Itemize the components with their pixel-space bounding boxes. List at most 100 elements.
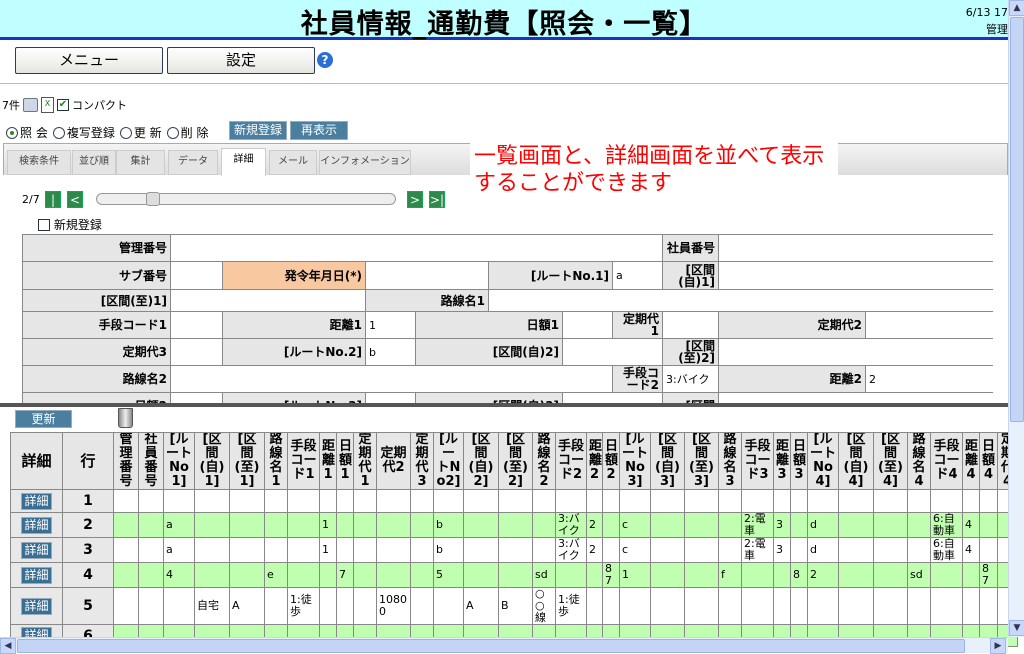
- menu-button[interactable]: メニュー: [15, 47, 163, 74]
- form-value[interactable]: b: [365, 338, 416, 366]
- redisplay-button[interactable]: 再表示: [290, 121, 348, 140]
- vertical-scrollbar[interactable]: ▲ ▼: [1008, 0, 1024, 637]
- tab-0[interactable]: 検索条件: [7, 150, 71, 175]
- column-header[interactable]: 距離3: [773, 432, 791, 490]
- compact-checkbox[interactable]: ✔: [57, 99, 69, 111]
- column-header[interactable]: [区間(自)4]: [838, 432, 874, 490]
- tab-3[interactable]: データ: [168, 150, 218, 175]
- form-value[interactable]: [718, 338, 993, 366]
- horizontal-scroll-thumb[interactable]: [17, 639, 965, 653]
- column-header[interactable]: [区間(至)3]: [684, 432, 719, 490]
- form-value[interactable]: [718, 234, 993, 262]
- column-header[interactable]: 日額3: [790, 432, 808, 490]
- column-header[interactable]: 手段コード4: [930, 432, 963, 490]
- tab-6[interactable]: インフォメーション: [319, 150, 411, 175]
- scroll-down-icon[interactable]: ▼: [1009, 620, 1024, 636]
- row-detail-button[interactable]: 詳細: [21, 516, 52, 534]
- column-header[interactable]: [ルートNo4]: [807, 432, 839, 490]
- column-header[interactable]: 手段コード1: [287, 432, 320, 490]
- mode-radio-0[interactable]: 照 会: [6, 124, 48, 141]
- radio-button[interactable]: [52, 127, 65, 139]
- row-detail-button[interactable]: 詳細: [21, 566, 52, 584]
- form-value[interactable]: 1: [365, 311, 416, 339]
- form-value[interactable]: 2: [865, 365, 993, 393]
- print-icon[interactable]: [23, 98, 38, 112]
- column-header[interactable]: [区間(自)1]: [194, 432, 230, 490]
- scroll-up-icon[interactable]: ▲: [1009, 0, 1024, 16]
- form-value[interactable]: [718, 261, 993, 290]
- column-header[interactable]: 距離1: [319, 432, 337, 490]
- mode-radio-1[interactable]: 複写登録: [52, 124, 115, 141]
- form-value[interactable]: [170, 261, 223, 290]
- column-header[interactable]: 路線名3: [718, 432, 742, 490]
- form-value[interactable]: [865, 311, 993, 339]
- column-header[interactable]: 路線名1: [264, 432, 288, 490]
- trash-icon[interactable]: [118, 408, 133, 428]
- form-value[interactable]: 3:バイク: [662, 365, 719, 393]
- form-value[interactable]: [170, 365, 613, 393]
- tab-1[interactable]: 並び順: [72, 150, 116, 175]
- form-value[interactable]: [718, 392, 993, 405]
- next-page-button[interactable]: >: [407, 191, 423, 208]
- last-page-button[interactable]: >|: [429, 191, 445, 208]
- column-header[interactable]: [区間(至)2]: [498, 432, 533, 490]
- tab-4[interactable]: 詳細: [221, 148, 266, 176]
- column-header[interactable]: 手段コード3: [741, 432, 774, 490]
- column-header[interactable]: [ルートNo2]: [433, 432, 464, 490]
- column-header[interactable]: [ルートNo1]: [163, 432, 195, 490]
- column-header[interactable]: 定期代2: [376, 432, 411, 490]
- vertical-scroll-thumb[interactable]: [1010, 17, 1024, 422]
- pane-splitter[interactable]: [0, 403, 1008, 407]
- form-value[interactable]: [170, 289, 366, 312]
- radio-button[interactable]: [119, 127, 132, 139]
- row-detail-button[interactable]: 詳細: [21, 597, 52, 615]
- column-header[interactable]: 定期代1: [353, 432, 377, 490]
- column-header[interactable]: 日額1: [336, 432, 354, 490]
- row-detail-button[interactable]: 詳細: [21, 541, 52, 559]
- form-value[interactable]: [170, 234, 663, 262]
- column-header[interactable]: 管理番号: [113, 432, 139, 490]
- column-header[interactable]: [ルートNo3]: [619, 432, 651, 490]
- column-header[interactable]: [区間(至)4]: [873, 432, 908, 490]
- column-header[interactable]: 手段コード2: [555, 432, 587, 490]
- horizontal-scrollbar[interactable]: ◀ ▶: [0, 637, 1008, 654]
- column-header[interactable]: 距離4: [962, 432, 980, 490]
- column-header[interactable]: 定期代3: [410, 432, 434, 490]
- form-value[interactable]: [562, 311, 613, 339]
- form-value[interactable]: [170, 338, 223, 366]
- tab-5[interactable]: メール: [269, 150, 317, 175]
- update-button[interactable]: 更新: [15, 410, 72, 428]
- radio-button[interactable]: [6, 127, 18, 139]
- form-value[interactable]: a: [612, 261, 663, 290]
- tab-2[interactable]: 集計: [116, 150, 165, 175]
- new-register-button[interactable]: 新規登録: [229, 121, 287, 140]
- scroll-left-icon[interactable]: ◀: [0, 638, 16, 654]
- row-detail-button[interactable]: 詳細: [21, 492, 52, 510]
- mode-radio-3[interactable]: 削 除: [166, 124, 209, 141]
- column-header[interactable]: [区間(至)1]: [229, 432, 265, 490]
- column-header[interactable]: 距離2: [586, 432, 603, 490]
- prev-page-button[interactable]: <: [67, 191, 83, 208]
- column-header[interactable]: 路線名2: [532, 432, 556, 490]
- detail-new-checkbox[interactable]: [38, 219, 50, 231]
- column-header[interactable]: [区間(自)2]: [463, 432, 499, 490]
- form-value[interactable]: [562, 338, 663, 366]
- column-header[interactable]: 路線名4: [907, 432, 931, 490]
- form-value[interactable]: [170, 311, 223, 339]
- scroll-right-icon[interactable]: ▶: [990, 638, 1006, 654]
- record-slider[interactable]: [96, 192, 396, 206]
- help-icon[interactable]: ?: [317, 52, 333, 68]
- column-header[interactable]: [区間(自)3]: [650, 432, 685, 490]
- mode-radio-2[interactable]: 更 新: [119, 124, 162, 141]
- first-page-button[interactable]: |<: [45, 191, 61, 223]
- excel-icon[interactable]: X: [41, 97, 54, 113]
- column-header[interactable]: 社員番号: [138, 432, 164, 490]
- column-header[interactable]: 日額4: [979, 432, 998, 490]
- radio-button[interactable]: [166, 127, 179, 139]
- column-header[interactable]: 日額2: [602, 432, 620, 490]
- form-value[interactable]: [662, 311, 719, 339]
- slider-thumb[interactable]: [145, 192, 160, 206]
- form-value[interactable]: [365, 261, 489, 290]
- form-value[interactable]: [488, 289, 993, 312]
- settings-button[interactable]: 設定: [167, 47, 315, 74]
